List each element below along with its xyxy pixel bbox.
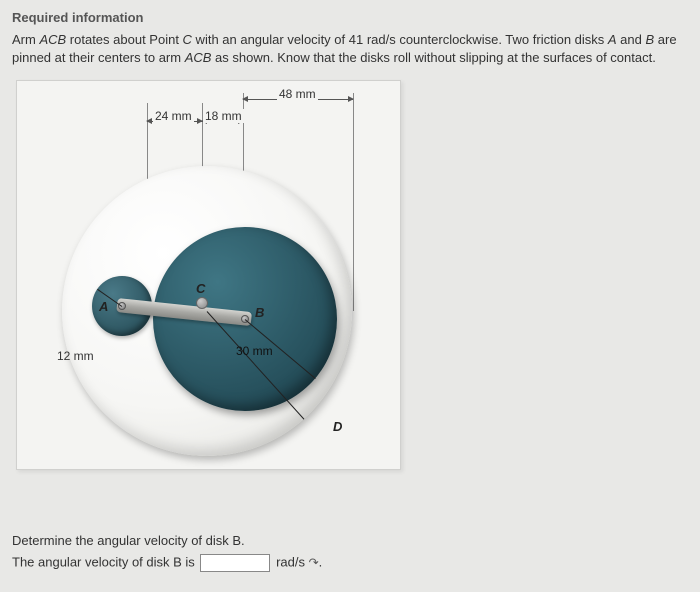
question-prompt: Determine the angular velocity of disk B… (12, 533, 322, 548)
answer-lead: The angular velocity of disk B is (12, 554, 195, 569)
dim-30-label: 30 mm (234, 344, 275, 358)
ref-line (353, 93, 354, 311)
label-d: D (333, 419, 342, 434)
question-block: Determine the angular velocity of disk B… (12, 533, 322, 578)
section-header: Required information (12, 10, 688, 25)
figure: 48 mm 24 mm 18 mm A C B D 30 mm 12 mm (16, 80, 401, 470)
dim-24-label: 24 mm (153, 109, 194, 123)
problem-statement: Arm ACB rotates about Point C with an an… (12, 31, 688, 66)
pivot-c (196, 297, 208, 309)
rotation-icon: ↷ (309, 555, 319, 569)
label-c: C (196, 281, 205, 296)
dim-12-label: 12 mm (55, 349, 96, 363)
answer-units: rad/s (276, 554, 305, 569)
label-b: B (255, 305, 264, 320)
dim-18-label: 18 mm (203, 109, 244, 123)
dim-48-label: 48 mm (277, 87, 318, 101)
answer-row: The angular velocity of disk B is rad/s … (12, 554, 322, 572)
label-a: A (99, 299, 108, 314)
answer-input[interactable] (200, 554, 270, 572)
